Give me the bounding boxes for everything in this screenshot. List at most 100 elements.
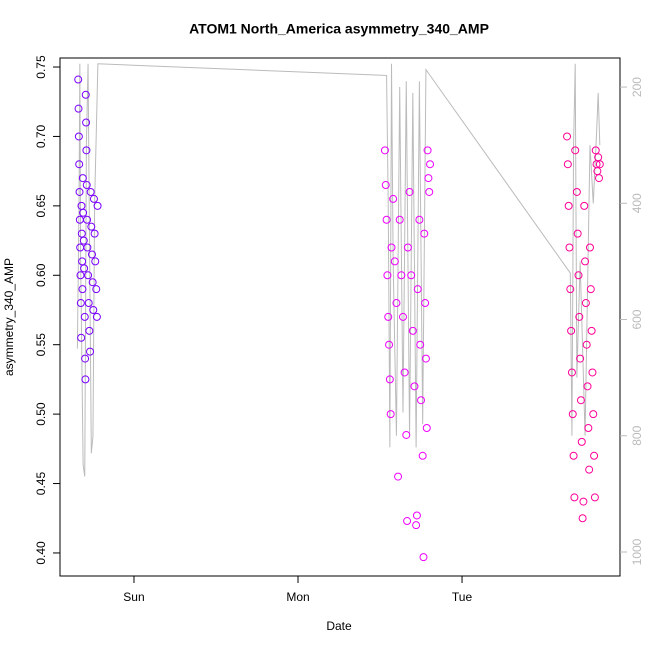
point	[400, 368, 409, 377]
point	[75, 160, 84, 169]
point	[412, 521, 421, 530]
y2-tick-label: 800	[630, 425, 644, 445]
point	[89, 305, 98, 314]
point	[569, 451, 578, 460]
point	[89, 194, 98, 203]
point	[567, 326, 576, 335]
point	[76, 271, 85, 280]
point	[93, 201, 102, 210]
point	[581, 257, 590, 266]
point	[570, 493, 579, 502]
point	[81, 354, 90, 363]
point	[77, 333, 86, 342]
point	[395, 215, 404, 224]
point	[586, 285, 595, 294]
point	[418, 451, 427, 460]
point	[412, 511, 421, 520]
point	[563, 160, 572, 169]
point	[81, 90, 90, 99]
y-tick-label: 0.40	[34, 541, 48, 565]
point	[385, 340, 394, 349]
point	[423, 146, 432, 155]
point	[422, 424, 431, 432]
chart-title: ATOM1 North_America asymmetry_340_AMP	[189, 21, 489, 37]
point	[577, 437, 586, 446]
y-tick-label: 0.50	[34, 402, 48, 426]
y-tick-label: 0.70	[34, 124, 48, 148]
point	[591, 146, 600, 155]
point	[88, 278, 97, 287]
point	[564, 201, 573, 210]
point	[79, 236, 88, 245]
point	[582, 340, 591, 349]
point	[74, 132, 83, 141]
point	[403, 517, 412, 526]
point	[585, 243, 594, 252]
point	[386, 410, 395, 419]
point	[87, 222, 96, 231]
point	[572, 187, 581, 196]
point	[82, 146, 91, 155]
point	[390, 257, 399, 266]
point	[595, 160, 604, 169]
point	[85, 326, 94, 335]
point	[415, 215, 424, 224]
point	[90, 229, 99, 238]
point	[589, 410, 598, 419]
point	[417, 396, 426, 405]
point	[421, 354, 430, 363]
point	[424, 174, 433, 183]
point	[92, 285, 101, 294]
point	[381, 181, 390, 190]
line	[76, 63, 601, 477]
point	[76, 299, 85, 308]
point	[81, 375, 90, 384]
point	[380, 146, 389, 155]
point	[403, 243, 412, 252]
point	[420, 229, 429, 238]
point	[585, 465, 594, 474]
point	[405, 187, 414, 196]
y-tick-label: 0.65	[34, 194, 48, 218]
point	[425, 187, 434, 196]
point	[78, 285, 87, 294]
point	[576, 396, 585, 405]
point	[588, 368, 597, 377]
point	[421, 299, 430, 308]
point	[74, 104, 83, 113]
point	[383, 271, 392, 280]
point	[394, 472, 403, 481]
point	[590, 451, 599, 460]
point	[80, 264, 89, 273]
y2-tick-label: 400	[630, 193, 644, 213]
point	[398, 312, 407, 321]
point	[74, 75, 83, 84]
point	[574, 271, 583, 280]
point	[397, 271, 406, 280]
point	[384, 312, 393, 321]
y2-tick-label: 1000	[630, 538, 644, 565]
point	[382, 215, 391, 224]
point	[581, 299, 590, 308]
point	[91, 257, 100, 266]
point	[587, 326, 596, 335]
point	[579, 497, 588, 506]
point	[410, 382, 419, 391]
y-tick-label: 0.75	[34, 55, 48, 79]
point	[80, 312, 89, 321]
point	[583, 382, 592, 391]
y2-tick-label: 600	[630, 309, 644, 329]
point	[573, 229, 582, 238]
point	[84, 299, 93, 308]
point	[563, 132, 572, 141]
point	[419, 553, 428, 562]
point	[580, 201, 589, 210]
point	[402, 430, 411, 439]
x-tick-label: Mon	[286, 590, 309, 604]
x-axis-label: Date	[326, 619, 352, 633]
y-tick-label: 0.60	[34, 263, 48, 287]
x-tick-label: Tue	[452, 590, 473, 604]
point	[567, 368, 576, 377]
